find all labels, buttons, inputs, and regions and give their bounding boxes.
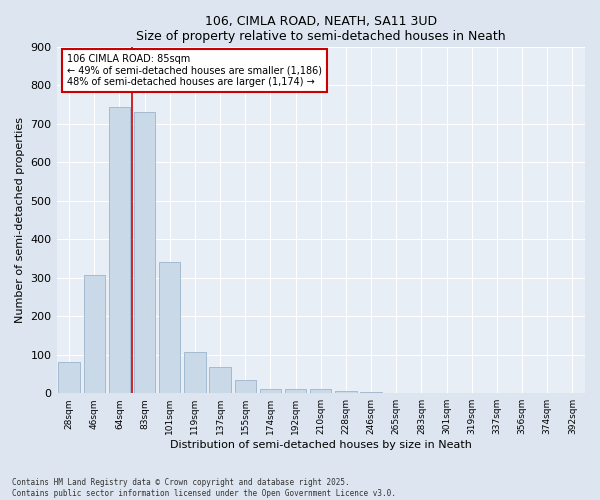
Text: Contains HM Land Registry data © Crown copyright and database right 2025.
Contai: Contains HM Land Registry data © Crown c…: [12, 478, 396, 498]
Bar: [361, 392, 382, 393]
Bar: [109, 106, 130, 393]
Bar: [310, 390, 331, 393]
Bar: [235, 380, 256, 393]
Title: 106, CIMLA ROAD, NEATH, SA11 3UD
Size of property relative to semi-detached hous: 106, CIMLA ROAD, NEATH, SA11 3UD Size of…: [136, 15, 506, 43]
X-axis label: Distribution of semi-detached houses by size in Neath: Distribution of semi-detached houses by …: [170, 440, 472, 450]
Y-axis label: Number of semi-detached properties: Number of semi-detached properties: [15, 117, 25, 323]
Bar: [260, 388, 281, 393]
Bar: [58, 362, 80, 393]
Text: 106 CIMLA ROAD: 85sqm
← 49% of semi-detached houses are smaller (1,186)
48% of s: 106 CIMLA ROAD: 85sqm ← 49% of semi-deta…: [67, 54, 322, 87]
Bar: [285, 390, 307, 393]
Bar: [134, 112, 155, 393]
Bar: [335, 392, 356, 393]
Bar: [83, 275, 105, 393]
Bar: [209, 367, 231, 393]
Bar: [159, 262, 181, 393]
Bar: [184, 352, 206, 393]
